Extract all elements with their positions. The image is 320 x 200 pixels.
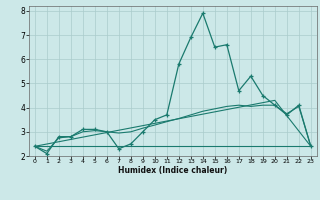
X-axis label: Humidex (Indice chaleur): Humidex (Indice chaleur) bbox=[118, 166, 228, 175]
